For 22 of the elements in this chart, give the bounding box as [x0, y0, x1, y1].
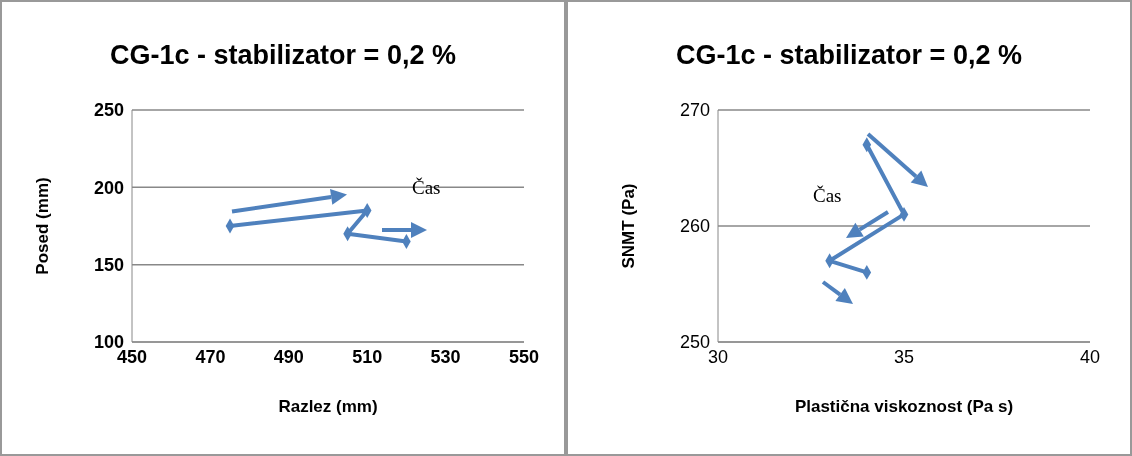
x-tick-label: 490 [273, 346, 304, 367]
x-axis-title: Plastična viskoznost (Pa s) [794, 397, 1014, 416]
chart-title: CG-1c - stabilizator = 0,2 % [109, 40, 457, 71]
y-tick-label: 260 [679, 216, 710, 237]
x-axis-title: Razlez (mm) [278, 397, 378, 416]
x-tick-label: 30 [707, 346, 729, 367]
annotation: Čas [813, 185, 842, 207]
x-tick-label: 40 [1079, 346, 1101, 367]
y-tick-label: 270 [679, 100, 710, 121]
y-tick-label: 150 [93, 255, 124, 276]
annotation: Čas [412, 177, 441, 199]
x-tick-label: 510 [352, 346, 383, 367]
y-tick-label: 250 [679, 332, 710, 353]
y-axis-title: SNMT (Pa) [619, 183, 639, 269]
x-tick-label: 35 [893, 346, 915, 367]
x-tick-label: 530 [430, 346, 461, 367]
y-tick-label: 200 [93, 177, 124, 198]
y-tick-label: 250 [93, 100, 124, 121]
chart-title: CG-1c - stabilizator = 0,2 % [675, 40, 1023, 71]
x-tick-label: 550 [508, 346, 540, 367]
x-tick-label: 470 [195, 346, 226, 367]
y-axis-title: Posed (mm) [33, 177, 53, 275]
